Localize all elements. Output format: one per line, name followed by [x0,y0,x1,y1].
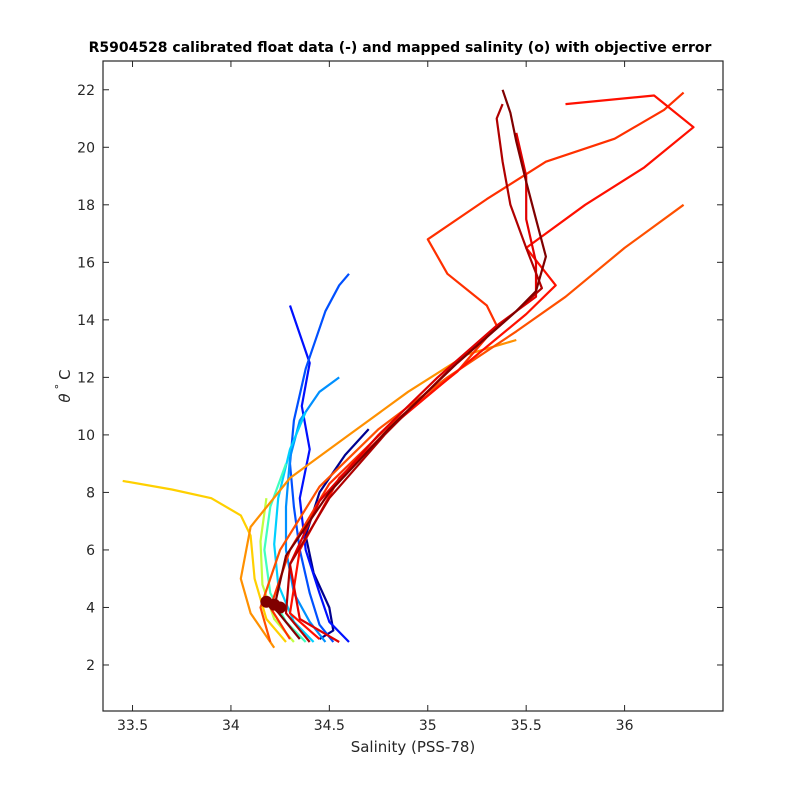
profile-line-6 [259,498,295,643]
y-tick-label-9: 20 [77,140,95,156]
y-tick-label-10: 22 [77,83,95,99]
x-tick-label-5: 36 [616,718,634,734]
y-tick-label-1: 4 [86,600,95,616]
x-tick-label-0: 33.5 [117,718,148,734]
chart-title: R5904528 calibrated float data (-) and m… [89,40,712,56]
profile-line-1 [288,305,350,643]
y-tick-label-4: 10 [77,428,95,444]
y-axis-label-theta: θ [56,393,74,402]
y-tick-label-2: 6 [86,543,95,559]
x-axis-label: Salinity (PSS-78) [351,738,476,756]
x-tick-label-4: 35.5 [511,718,542,734]
profile-line-3 [284,376,340,643]
mapped-salinity-point-2 [274,601,287,614]
profile-line-14 [273,89,548,640]
x-tick-label-2: 34.5 [314,718,345,734]
x-tick-label-3: 35 [419,718,437,734]
mapped-salinity-point-1 [260,595,273,608]
y-tick-label-7: 16 [77,255,95,271]
y-axis-label-degree: ° [53,384,66,390]
axes-frame [102,60,724,712]
y-tick-label-5: 12 [77,370,95,386]
y-tick-label-0: 2 [86,658,95,674]
profile-line-8 [239,338,517,649]
profile-line-13 [284,103,544,643]
profile-line-11 [288,94,695,640]
profile-line-12 [288,132,538,643]
y-tick-label-8: 18 [77,198,95,214]
x-tick-label-1: 34 [222,718,240,734]
plot-area [122,89,695,649]
profile-line-9 [259,203,685,643]
axis-ticks: 33.5 34 34.5 35 35.5 36 2 4 6 8 10 12 14 16 18 20 22 [77,61,723,734]
profile-line-7 [122,479,287,643]
profile-line-10 [269,91,685,640]
y-axis-label-unit: C [56,369,74,379]
y-tick-label-6: 14 [77,313,95,329]
y-axis-label: θ ° C [53,369,74,402]
y-tick-label-3: 8 [86,485,95,501]
